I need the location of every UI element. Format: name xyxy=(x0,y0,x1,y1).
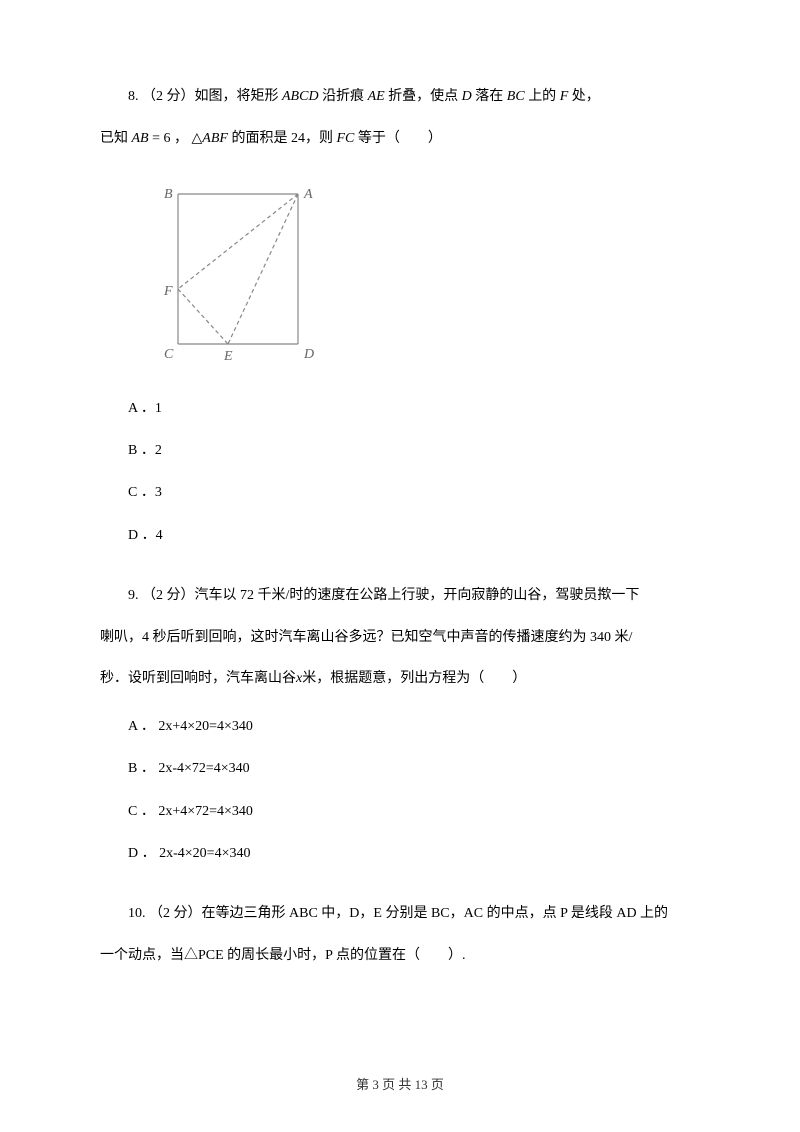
q8-v8: FC xyxy=(336,131,354,146)
q10-line1: 10. （2 分）在等边三角形 ABC 中，D，E 分别是 BC，AC 的中点，… xyxy=(100,897,700,931)
q8-t6: ， xyxy=(171,131,192,146)
question-10: 10. （2 分）在等边三角形 ABC 中，D，E 分别是 BC，AC 的中点，… xyxy=(100,897,700,972)
q8-l2-t1: 已知 xyxy=(100,131,132,146)
q8-v3: D xyxy=(462,89,472,104)
q8-v1: ABCD xyxy=(282,89,319,104)
footer-t3: 页 xyxy=(428,1077,444,1092)
q8-option-b: B ．2 xyxy=(100,440,700,462)
svg-text:F: F xyxy=(163,284,173,299)
footer-t2: 页 共 xyxy=(379,1077,415,1092)
q8-t8: 等于（ ） xyxy=(354,131,442,146)
svg-text:E: E xyxy=(223,349,233,364)
q10-line2: 一个动点，当△PCE 的周长最小时，P 点的位置在（ ）. xyxy=(100,939,700,973)
q9-option-b: B ． 2x-4×72=4×340 xyxy=(100,758,700,780)
q9-option-d: D ． 2x-4×20=4×340 xyxy=(100,843,700,865)
q9-option-c: C ． 2x+4×72=4×340 xyxy=(100,801,700,823)
q9-line1: 9. （2 分）汽车以 72 千米/时的速度在公路上行驶，开向寂静的山谷，驾驶员… xyxy=(100,579,700,613)
svg-text:C: C xyxy=(164,347,174,362)
q8-v2: AE xyxy=(368,89,385,104)
q8-v4: BC xyxy=(507,89,525,104)
question-9: 9. （2 分）汽车以 72 千米/时的速度在公路上行驶，开向寂静的山谷，驾驶员… xyxy=(100,579,700,865)
svg-text:D: D xyxy=(303,347,314,362)
q8-eq: = 6 xyxy=(149,131,171,146)
q8-t1: 沿折痕 xyxy=(319,89,368,104)
q8-t7: 的面积是 24，则 xyxy=(228,131,337,146)
q9-line2: 喇叭，4 秒后听到回响，这时汽车离山谷多远？已知空气中声音的传播速度约为 340… xyxy=(100,621,700,655)
q9-option-a: A ． 2x+4×20=4×340 xyxy=(100,716,700,738)
q8-option-a: A ．1 xyxy=(100,398,700,420)
q8-t2: 折叠，使点 xyxy=(385,89,462,104)
q8-option-d: D ．4 xyxy=(100,525,700,547)
q9-l3-t1: 秒．设听到回响时，汽车离山谷 xyxy=(100,671,296,686)
q8-option-c: C ．3 xyxy=(100,482,700,504)
footer-t1: 第 xyxy=(356,1077,372,1092)
q8-diagram: B A C D E F xyxy=(148,179,700,377)
q8-prefix: 8. （2 分）如图，将矩形 xyxy=(128,89,282,104)
question-8: 8. （2 分）如图，将矩形 ABCD 沿折痕 AE 折叠，使点 D 落在 BC… xyxy=(100,80,700,547)
q8-t4: 上的 xyxy=(525,89,560,104)
q8-v5: F xyxy=(560,89,569,104)
page-footer: 第 3 页 共 13 页 xyxy=(0,1075,800,1096)
q8-t5: 处， xyxy=(568,89,600,104)
svg-text:A: A xyxy=(303,187,313,202)
rectangle-fold-diagram: B A C D E F xyxy=(148,179,328,369)
triangle-icon: △ xyxy=(192,131,203,146)
footer-total: 13 xyxy=(415,1077,428,1092)
q9-line3: 秒．设听到回响时，汽车离山谷x米，根据题意，列出方程为（ ） xyxy=(100,662,700,696)
q9-l3-t2: 米，根据题意，列出方程为（ ） xyxy=(302,671,526,686)
q8-text: 8. （2 分）如图，将矩形 ABCD 沿折痕 AE 折叠，使点 D 落在 BC… xyxy=(100,80,700,114)
q8-v7: ABF xyxy=(202,131,228,146)
svg-text:B: B xyxy=(164,187,173,202)
q8-text-line2: 已知 AB = 6 ， △ABF 的面积是 24，则 FC 等于（ ） xyxy=(100,122,700,156)
q8-v6: AB xyxy=(132,131,149,146)
q8-t3: 落在 xyxy=(472,89,507,104)
